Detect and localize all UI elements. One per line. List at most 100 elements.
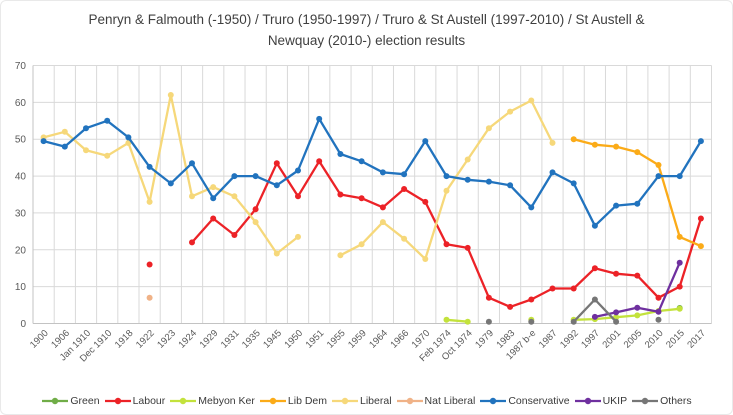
- data-point-liberal: [231, 193, 238, 200]
- data-point-liberal: [485, 125, 492, 132]
- data-point-ukip: [655, 308, 662, 315]
- legend-marker-labour-icon: [104, 397, 131, 405]
- data-point-conservative: [337, 151, 344, 157]
- legend-item-lib-dem: Lib Dem: [257, 395, 329, 407]
- x-axis-tick-label: 2010: [643, 328, 666, 351]
- data-point-liberal: [464, 156, 471, 163]
- data-point-lib-dem: [697, 243, 704, 250]
- data-point-conservative: [167, 180, 174, 187]
- x-axis-tick-label: 1900: [28, 328, 51, 351]
- legend-item-labour: Labour: [102, 395, 168, 407]
- data-point-others: [591, 296, 598, 303]
- data-point-conservative: [443, 173, 450, 180]
- legend-marker-liberal-icon: [332, 397, 358, 405]
- data-point-conservative: [634, 200, 641, 207]
- data-point-liberal: [379, 219, 386, 226]
- data-point-conservative: [697, 138, 704, 145]
- data-point-conservative: [61, 143, 68, 150]
- legend-label: Conservative: [508, 395, 570, 407]
- data-point-labour: [231, 232, 238, 238]
- legend-marker-mebyon-ker-icon: [170, 397, 197, 405]
- data-point-mebyon-ker: [676, 305, 683, 312]
- series-others: [485, 296, 662, 325]
- legend-label: Labour: [132, 395, 166, 407]
- data-point-conservative: [379, 169, 386, 176]
- data-point-lib-dem: [676, 233, 683, 240]
- data-point-lib-dem: [591, 141, 598, 148]
- x-axis-tick-label: 1992: [558, 328, 581, 351]
- data-point-mebyon-ker: [443, 316, 450, 323]
- legend-item-others: Others: [629, 395, 694, 407]
- data-point-labour: [676, 283, 683, 290]
- y-axis-labels: 0 10 20 30 40 50 60 70: [15, 61, 27, 330]
- data-point-labour: [697, 215, 704, 222]
- data-point-conservative: [125, 134, 132, 141]
- data-point-labour: [295, 193, 301, 200]
- data-point-labour: [337, 191, 344, 198]
- legend-marker-green-icon: [42, 397, 69, 405]
- data-point-labour: [464, 244, 471, 251]
- data-point-conservative: [528, 204, 535, 211]
- data-point-mebyon-ker: [464, 318, 471, 325]
- data-point-mebyon-ker: [634, 312, 641, 319]
- legend: Green Labour Mebyon Ker Lib Dem Liberal Nat L…: [1, 395, 732, 407]
- data-point-labour: [146, 261, 153, 268]
- data-point-labour: [210, 215, 217, 222]
- x-axis-tick-label: 1959: [346, 328, 369, 351]
- series-lib-dem: [570, 136, 704, 250]
- data-point-conservative: [210, 195, 217, 202]
- legend-item-mebyon-ker: Mebyon Ker: [167, 395, 257, 407]
- y-axis-tick-label: 20: [15, 245, 27, 256]
- x-axis-tick-label: 1966: [388, 328, 411, 351]
- data-point-others: [613, 318, 620, 325]
- data-point-others: [570, 318, 577, 325]
- y-axis-tick-label: 10: [15, 282, 27, 293]
- y-axis-tick-label: 0: [20, 319, 26, 330]
- data-point-conservative: [507, 182, 514, 189]
- data-point-labour: [252, 206, 259, 213]
- x-axis-tick-label: 1929: [198, 328, 221, 351]
- data-point-conservative: [570, 180, 577, 187]
- data-point-liberal: [358, 241, 365, 248]
- data-point-conservative: [189, 160, 195, 167]
- data-point-labour: [528, 296, 535, 303]
- data-point-conservative: [316, 115, 323, 122]
- data-point-labour: [613, 270, 620, 277]
- data-point-lib-dem: [613, 143, 620, 150]
- data-point-liberal: [146, 198, 153, 205]
- x-axis-tick-label: 1935: [240, 328, 263, 351]
- legend-marker-lib-dem-icon: [259, 397, 286, 405]
- data-point-labour: [549, 285, 556, 292]
- data-point-others: [655, 316, 662, 323]
- data-point-labour: [634, 272, 641, 279]
- data-point-conservative: [252, 173, 259, 180]
- x-axis-tick-label: 1964: [367, 328, 390, 351]
- data-point-liberal: [189, 193, 195, 200]
- data-point-labour: [485, 294, 492, 301]
- data-point-labour: [443, 241, 450, 248]
- data-point-ukip: [634, 304, 641, 311]
- series-labour: [146, 158, 704, 310]
- legend-label: Nat Liberal: [424, 395, 476, 407]
- x-axis-tick-label: 1922: [134, 328, 157, 351]
- x-axis-tick-label: 2017: [685, 328, 708, 351]
- data-point-conservative: [146, 163, 153, 170]
- legend-label: Others: [660, 395, 692, 407]
- series-ukip: [591, 259, 683, 320]
- data-point-nat-liberal: [146, 294, 153, 301]
- data-point-liberal: [507, 108, 514, 115]
- gridlines: [32, 65, 712, 324]
- data-point-conservative: [358, 158, 365, 165]
- x-axis-tick-label: 2005: [622, 328, 645, 351]
- x-axis-tick-label: 1923: [155, 328, 178, 351]
- series-liberal: [40, 92, 556, 262]
- x-axis-tick-label: 1987: [537, 328, 560, 351]
- data-point-conservative: [676, 173, 683, 180]
- chart-title: Penryn & Falmouth (-1950) / Truro (1950-…: [88, 12, 645, 48]
- data-point-mebyon-ker: [613, 314, 620, 321]
- data-point-labour: [655, 294, 662, 301]
- data-point-ukip: [613, 309, 620, 316]
- data-point-liberal: [273, 250, 280, 257]
